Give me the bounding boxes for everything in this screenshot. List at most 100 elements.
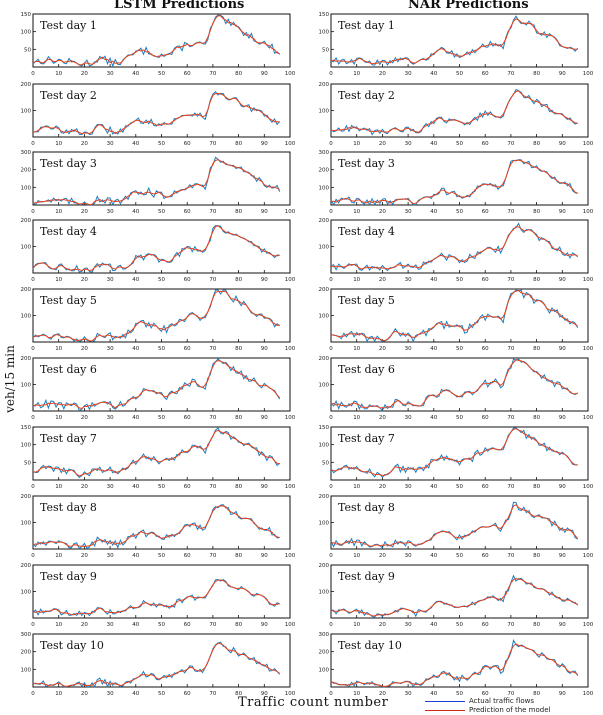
legend-item-predicted: Prediction of the model — [425, 706, 550, 715]
x-tick-label: 20 — [379, 277, 386, 283]
series-predicted — [33, 92, 280, 135]
x-tick-label: 100 — [285, 415, 296, 421]
x-tick-label: 90 — [559, 622, 566, 628]
x-tick-label: 60 — [482, 622, 489, 628]
panel-label: Test day 2 — [338, 89, 395, 102]
series-predicted — [32, 505, 280, 547]
x-tick-label: 50 — [456, 553, 463, 559]
series-actual — [32, 578, 280, 617]
x-tick-label: 10 — [353, 415, 360, 421]
x-tick-label: 40 — [132, 415, 139, 421]
x-tick-label: 40 — [132, 346, 139, 352]
x-tick-label: 0 — [31, 622, 35, 628]
x-tick-label: 40 — [430, 622, 437, 628]
x-tick-label: 100 — [285, 277, 296, 283]
series-predicted — [330, 18, 578, 65]
x-tick-label: 20 — [81, 553, 88, 559]
legend-label-predicted: Prediction of the model — [469, 706, 551, 714]
y-tick-label: 200 — [319, 218, 330, 224]
x-tick-label: 50 — [158, 141, 165, 147]
x-tick-label: 80 — [533, 346, 540, 352]
x-tick-label: 50 — [158, 691, 165, 697]
y-tick-label: 100 — [21, 667, 32, 673]
legend-label-actual: Actual traffic flows — [469, 697, 534, 705]
x-tick-label: 70 — [507, 209, 514, 215]
x-tick-label: 60 — [482, 553, 489, 559]
x-tick-label: 0 — [329, 141, 333, 147]
x-tick-label: 60 — [482, 346, 489, 352]
x-tick-label: 40 — [132, 484, 139, 490]
y-tick-label: 100 — [21, 590, 32, 596]
x-tick-label: 20 — [379, 346, 386, 352]
x-tick-label: 0 — [329, 209, 333, 215]
x-tick-label: 100 — [285, 71, 296, 77]
x-tick-label: 70 — [209, 141, 216, 147]
x-tick-label: 30 — [107, 346, 114, 352]
x-tick-label: 40 — [132, 277, 139, 283]
x-tick-label: 60 — [184, 553, 191, 559]
x-tick-label: 80 — [235, 691, 242, 697]
y-tick-label: 100 — [319, 30, 330, 36]
x-tick-label: 30 — [405, 415, 412, 421]
x-tick-label: 30 — [107, 71, 114, 77]
x-tick-label: 20 — [379, 415, 386, 421]
legend-item-actual: Actual traffic flows — [425, 697, 534, 706]
y-tick-label: 100 — [21, 30, 32, 36]
x-tick-label: 100 — [583, 553, 594, 559]
panel-lstm-day-5: 0 10 20 30 40 50 60 70 80 90 100 100 200 Test day 5 — [21, 287, 296, 352]
x-tick-label: 80 — [235, 277, 242, 283]
x-tick-label: 100 — [285, 346, 296, 352]
x-tick-label: 90 — [261, 71, 268, 77]
x-tick-label: 90 — [261, 691, 268, 697]
series-predicted — [330, 90, 578, 133]
x-tick-label: 10 — [353, 553, 360, 559]
x-tick-label: 80 — [235, 71, 242, 77]
x-tick-label: 50 — [456, 622, 463, 628]
x-tick-label: 70 — [209, 691, 216, 697]
panel-label: Test day 9 — [338, 570, 395, 583]
y-tick-label: 100 — [319, 314, 330, 320]
x-tick-label: 30 — [107, 277, 114, 283]
series-predicted — [32, 15, 280, 66]
x-tick-label: 70 — [209, 277, 216, 283]
x-tick-label: 70 — [209, 553, 216, 559]
y-tick-label: 200 — [21, 287, 32, 293]
x-tick-label: 30 — [405, 622, 412, 628]
x-tick-label: 20 — [379, 691, 386, 697]
x-tick-label: 10 — [55, 71, 62, 77]
y-tick-label: 200 — [21, 563, 32, 569]
x-tick-label: 80 — [235, 553, 242, 559]
y-tick-label: 200 — [319, 563, 330, 569]
x-tick-label: 80 — [533, 691, 540, 697]
y-tick-label: 100 — [319, 590, 330, 596]
x-tick-label: 80 — [235, 622, 242, 628]
x-tick-label: 60 — [184, 71, 191, 77]
x-tick-label: 60 — [482, 691, 489, 697]
x-tick-label: 30 — [405, 484, 412, 490]
x-tick-label: 90 — [261, 415, 268, 421]
x-tick-label: 60 — [184, 141, 191, 147]
panel-frame — [330, 83, 589, 138]
x-tick-label: 100 — [583, 691, 594, 697]
x-tick-label: 30 — [405, 277, 412, 283]
x-tick-label: 100 — [285, 691, 296, 697]
x-tick-label: 40 — [430, 553, 437, 559]
x-tick-label: 40 — [430, 691, 437, 697]
panel-label: Test day 8 — [338, 501, 395, 514]
panel-lstm-day-6: 0 10 20 30 40 50 60 70 80 90 100 100 200 Test day 6 — [21, 356, 296, 421]
series-predicted — [32, 360, 281, 410]
panel-frame — [32, 288, 291, 343]
y-tick-label: 100 — [21, 521, 32, 527]
x-tick-label: 10 — [55, 209, 62, 215]
x-tick-label: 0 — [329, 622, 333, 628]
y-tick-label: 200 — [21, 218, 32, 224]
panel-label: Test day 5 — [338, 294, 395, 307]
series-predicted — [330, 577, 578, 617]
x-tick-label: 70 — [507, 484, 514, 490]
x-tick-label: 50 — [158, 209, 165, 215]
x-tick-label: 90 — [559, 71, 566, 77]
x-tick-label: 100 — [285, 622, 296, 628]
x-tick-label: 100 — [583, 484, 594, 490]
x-tick-label: 80 — [533, 141, 540, 147]
y-tick-label: 100 — [319, 667, 330, 673]
